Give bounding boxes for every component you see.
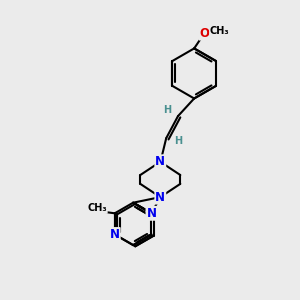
Text: CH₃: CH₃ xyxy=(87,203,107,213)
Text: N: N xyxy=(155,190,165,204)
Text: N: N xyxy=(110,228,120,241)
Text: N: N xyxy=(155,155,165,168)
Text: H: H xyxy=(175,136,183,146)
Text: O: O xyxy=(200,27,209,40)
Text: H: H xyxy=(163,105,171,115)
Text: CH₃: CH₃ xyxy=(210,26,230,36)
Text: N: N xyxy=(146,207,157,220)
